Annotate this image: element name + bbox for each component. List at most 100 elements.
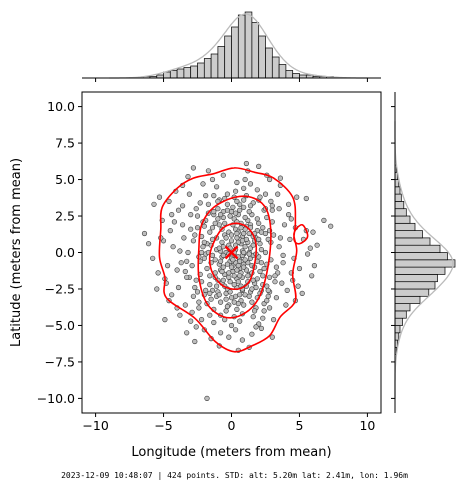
scatter-point <box>175 207 182 213</box>
scatter-point <box>257 194 263 200</box>
figure-caption: 2023-12-09 10:48:07 | 424 points. STD: a… <box>61 471 408 480</box>
top-histogram-bar <box>197 62 205 79</box>
y-tick-label: 0.0 <box>55 245 75 260</box>
right-histogram-bar <box>394 186 401 195</box>
scatter-point <box>234 306 240 313</box>
scatter-point <box>253 324 259 330</box>
x-tick-label: 5 <box>295 418 303 433</box>
top-histogram-bar <box>163 71 171 79</box>
scatter-point <box>271 317 277 323</box>
scatter-point <box>181 235 187 241</box>
scatter-point <box>212 220 218 226</box>
scatter-point <box>307 245 313 251</box>
y-tick-label: 10.0 <box>47 99 75 114</box>
top-histogram-bar <box>183 67 192 79</box>
top-histogram-bar <box>278 64 287 79</box>
scatter-point <box>220 252 226 258</box>
scatter-point <box>188 226 194 232</box>
scatter-point <box>286 201 292 207</box>
scatter-point <box>261 308 267 314</box>
y-axis-ticks: 10.0 7.5 5.0 2.5 0.0 −2.5 −5.0 −7.5 −10.0 <box>37 99 82 406</box>
scatter-point <box>189 309 195 315</box>
scatter-point <box>178 260 184 266</box>
scatter-point <box>247 181 254 187</box>
scatter-point <box>242 244 248 250</box>
scatter-point <box>275 191 281 197</box>
scatter-point <box>207 229 213 235</box>
scatter-point <box>200 244 206 250</box>
scatter-point <box>242 257 248 263</box>
scatter-point <box>261 265 267 272</box>
main-scatter-axes: −10 −5 0 5 10 10.0 7.5 5.0 2.5 0.0 −2.5 −5.0 −7.5 −1… <box>37 91 382 433</box>
scatter-point <box>295 283 301 289</box>
scatter-point <box>254 276 260 282</box>
scatter-point <box>184 258 190 264</box>
top-histogram-bar <box>176 68 185 79</box>
scatter-point <box>243 160 249 167</box>
scatter-point <box>258 247 265 253</box>
scatter-point <box>228 238 235 244</box>
scatter-point <box>220 264 226 270</box>
y-tick-label: −10.0 <box>37 391 75 406</box>
scatter-point <box>311 263 318 269</box>
density-contours <box>158 167 309 353</box>
right-histogram-bar <box>394 201 405 210</box>
scatter-point <box>262 249 269 256</box>
right-histogram-bar <box>394 179 400 188</box>
scatter-point <box>260 225 266 231</box>
scatter-point <box>241 264 247 270</box>
scatter-point <box>215 216 221 222</box>
scatter-point <box>182 302 188 308</box>
x-tick-label: −5 <box>154 418 172 433</box>
scatter-point <box>200 181 206 187</box>
scatter-point <box>166 198 172 204</box>
scatter-point <box>196 305 202 311</box>
y-tick-label: 2.5 <box>55 209 75 224</box>
scatter-point <box>224 201 230 207</box>
x-tick-label: −10 <box>82 418 108 433</box>
scatter-point <box>219 268 225 275</box>
scatter-point <box>328 223 334 229</box>
scatter-point <box>231 282 237 288</box>
scatter-point <box>193 277 199 283</box>
right-histogram-bar <box>394 259 456 268</box>
scatter-point <box>205 168 211 174</box>
top-histogram-bar <box>210 53 219 79</box>
scatter-point <box>182 268 188 275</box>
top-histogram-bar <box>217 46 226 79</box>
center-marker-stroke <box>224 245 239 260</box>
scatter-point <box>167 228 173 234</box>
x-axis-label: Longitude (meters from mean) <box>131 445 331 460</box>
scatter-point <box>256 220 262 226</box>
scatter-point <box>277 175 284 181</box>
scatter-point <box>230 204 236 210</box>
y-tick-label: −7.5 <box>45 354 75 369</box>
top-histogram-bar <box>237 14 246 79</box>
right-histogram-bar <box>394 237 431 246</box>
scatter-point <box>283 302 289 308</box>
scatter-point <box>192 232 198 238</box>
right-histogram-bar <box>394 303 411 312</box>
scatter-point <box>234 179 240 186</box>
top-kde-curve <box>109 13 368 79</box>
scatter-point <box>239 337 245 343</box>
scatter-point <box>209 225 216 231</box>
scatter-point <box>150 255 156 261</box>
scatter-point <box>242 214 248 221</box>
right-histogram-bar <box>394 230 423 239</box>
scatter-point <box>314 242 320 248</box>
scatter-point <box>224 261 230 267</box>
scatter-point <box>228 322 235 329</box>
scatter-point <box>241 302 247 308</box>
scatter-point <box>258 325 265 332</box>
scatter-point <box>180 203 186 209</box>
scatter-point <box>246 251 252 257</box>
scatter-point <box>305 251 311 257</box>
right-histogram-bar <box>394 244 441 253</box>
scatter-point <box>194 213 201 219</box>
scatter-point <box>268 198 274 204</box>
scatter-point <box>250 314 256 320</box>
scatter-point <box>256 236 262 242</box>
x-tick-label: 0 <box>228 418 236 433</box>
